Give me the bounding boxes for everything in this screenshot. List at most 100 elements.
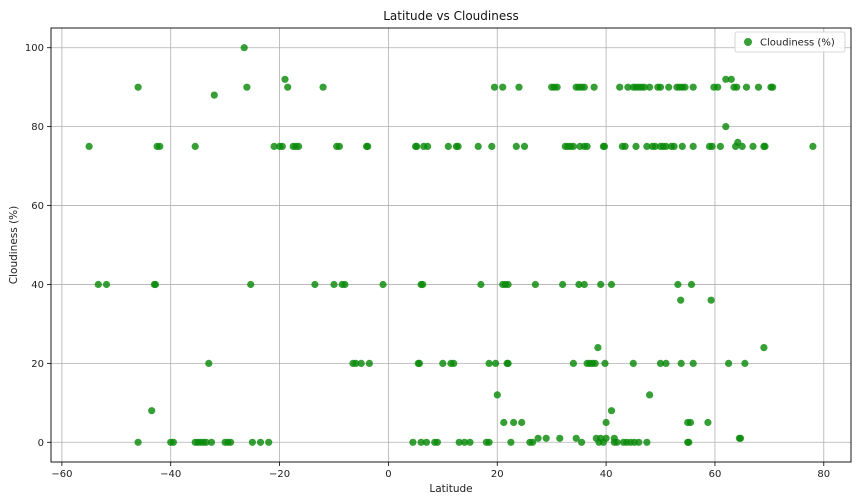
data-point — [417, 438, 425, 446]
data-point — [240, 44, 248, 52]
data-point — [474, 142, 482, 150]
y-tick-label: 80 — [31, 122, 44, 133]
data-point — [477, 280, 485, 289]
data-point — [515, 83, 523, 91]
data-point — [607, 407, 616, 415]
data-point — [722, 75, 730, 83]
data-point — [256, 438, 265, 446]
data-point — [686, 418, 695, 427]
data-point — [569, 359, 578, 367]
data-point — [330, 280, 338, 289]
data-point — [714, 83, 722, 91]
data-point — [207, 438, 216, 446]
data-point — [553, 83, 561, 91]
legend: Cloudiness (%) — [734, 31, 846, 53]
data-point — [518, 418, 526, 427]
data-point — [689, 83, 697, 91]
data-point — [512, 142, 520, 150]
data-point — [742, 83, 751, 91]
data-point — [422, 438, 431, 446]
data-point — [94, 280, 102, 289]
data-point — [409, 438, 417, 446]
data-point — [689, 359, 697, 367]
data-point — [444, 142, 452, 150]
data-point — [134, 438, 142, 446]
data-point — [169, 438, 177, 446]
data-point — [270, 142, 278, 150]
data-point — [733, 83, 741, 91]
data-point — [769, 83, 777, 91]
data-point — [687, 280, 696, 289]
chart-title: Latitude vs Cloudiness — [383, 9, 518, 23]
data-point — [485, 359, 493, 367]
data-point — [741, 359, 749, 367]
data-point — [341, 280, 349, 289]
data-point — [601, 359, 609, 367]
data-point — [247, 280, 255, 289]
data-point — [597, 280, 605, 289]
plot-frame — [50, 27, 852, 463]
data-point — [635, 438, 643, 446]
legend-marker — [744, 38, 752, 46]
data-point — [542, 434, 550, 442]
data-point — [556, 434, 564, 442]
y-axis-label: Cloudiness (%) — [8, 206, 20, 284]
x-tick-label: −60 — [51, 469, 72, 480]
data-point — [319, 83, 327, 91]
data-point — [450, 359, 458, 367]
data-point — [485, 438, 493, 446]
data-points — [85, 44, 817, 446]
data-point — [591, 359, 599, 367]
data-point — [594, 344, 602, 352]
data-point — [509, 418, 518, 427]
x-tick-label: −20 — [269, 469, 290, 480]
data-point — [504, 359, 512, 367]
data-point — [727, 75, 735, 83]
data-point — [674, 280, 682, 289]
y-tick-label: 20 — [31, 359, 44, 370]
data-point — [656, 359, 665, 367]
data-point — [284, 83, 292, 91]
data-point — [621, 142, 629, 150]
data-point — [311, 280, 319, 289]
data-point — [678, 142, 686, 150]
data-point — [616, 83, 624, 91]
data-point — [569, 142, 578, 150]
data-point — [578, 438, 586, 446]
data-point — [761, 142, 769, 150]
grid-lines — [51, 28, 851, 462]
data-point — [590, 83, 598, 91]
data-point — [529, 438, 537, 446]
data-point — [461, 438, 469, 446]
data-point — [749, 142, 757, 150]
data-point — [580, 280, 588, 289]
data-point — [243, 83, 251, 91]
data-point — [499, 83, 507, 91]
data-point — [651, 142, 659, 150]
x-tick-label: 20 — [491, 469, 504, 480]
data-point — [725, 359, 733, 367]
data-point — [493, 391, 501, 399]
x-tick-label: −40 — [160, 469, 181, 480]
data-point — [708, 142, 716, 150]
y-tick-label: 60 — [31, 201, 44, 212]
y-tick-label: 0 — [38, 438, 44, 449]
data-point — [685, 438, 693, 446]
data-point — [415, 359, 423, 367]
x-tick-label: 60 — [709, 469, 722, 480]
axis-ticks: −60 −40 −20 0 20 40 60 80 0 20 40 60 80 100 — [25, 43, 830, 480]
data-point — [265, 438, 273, 446]
data-point — [433, 438, 441, 446]
data-point — [466, 438, 474, 446]
data-point — [424, 142, 432, 150]
data-point — [738, 142, 746, 150]
data-point — [227, 438, 235, 446]
data-point — [278, 142, 286, 150]
data-point — [656, 83, 665, 91]
x-tick-label: 0 — [385, 469, 391, 480]
data-point — [248, 438, 256, 446]
data-point — [191, 142, 199, 150]
data-point — [681, 83, 689, 91]
data-point — [809, 142, 817, 150]
